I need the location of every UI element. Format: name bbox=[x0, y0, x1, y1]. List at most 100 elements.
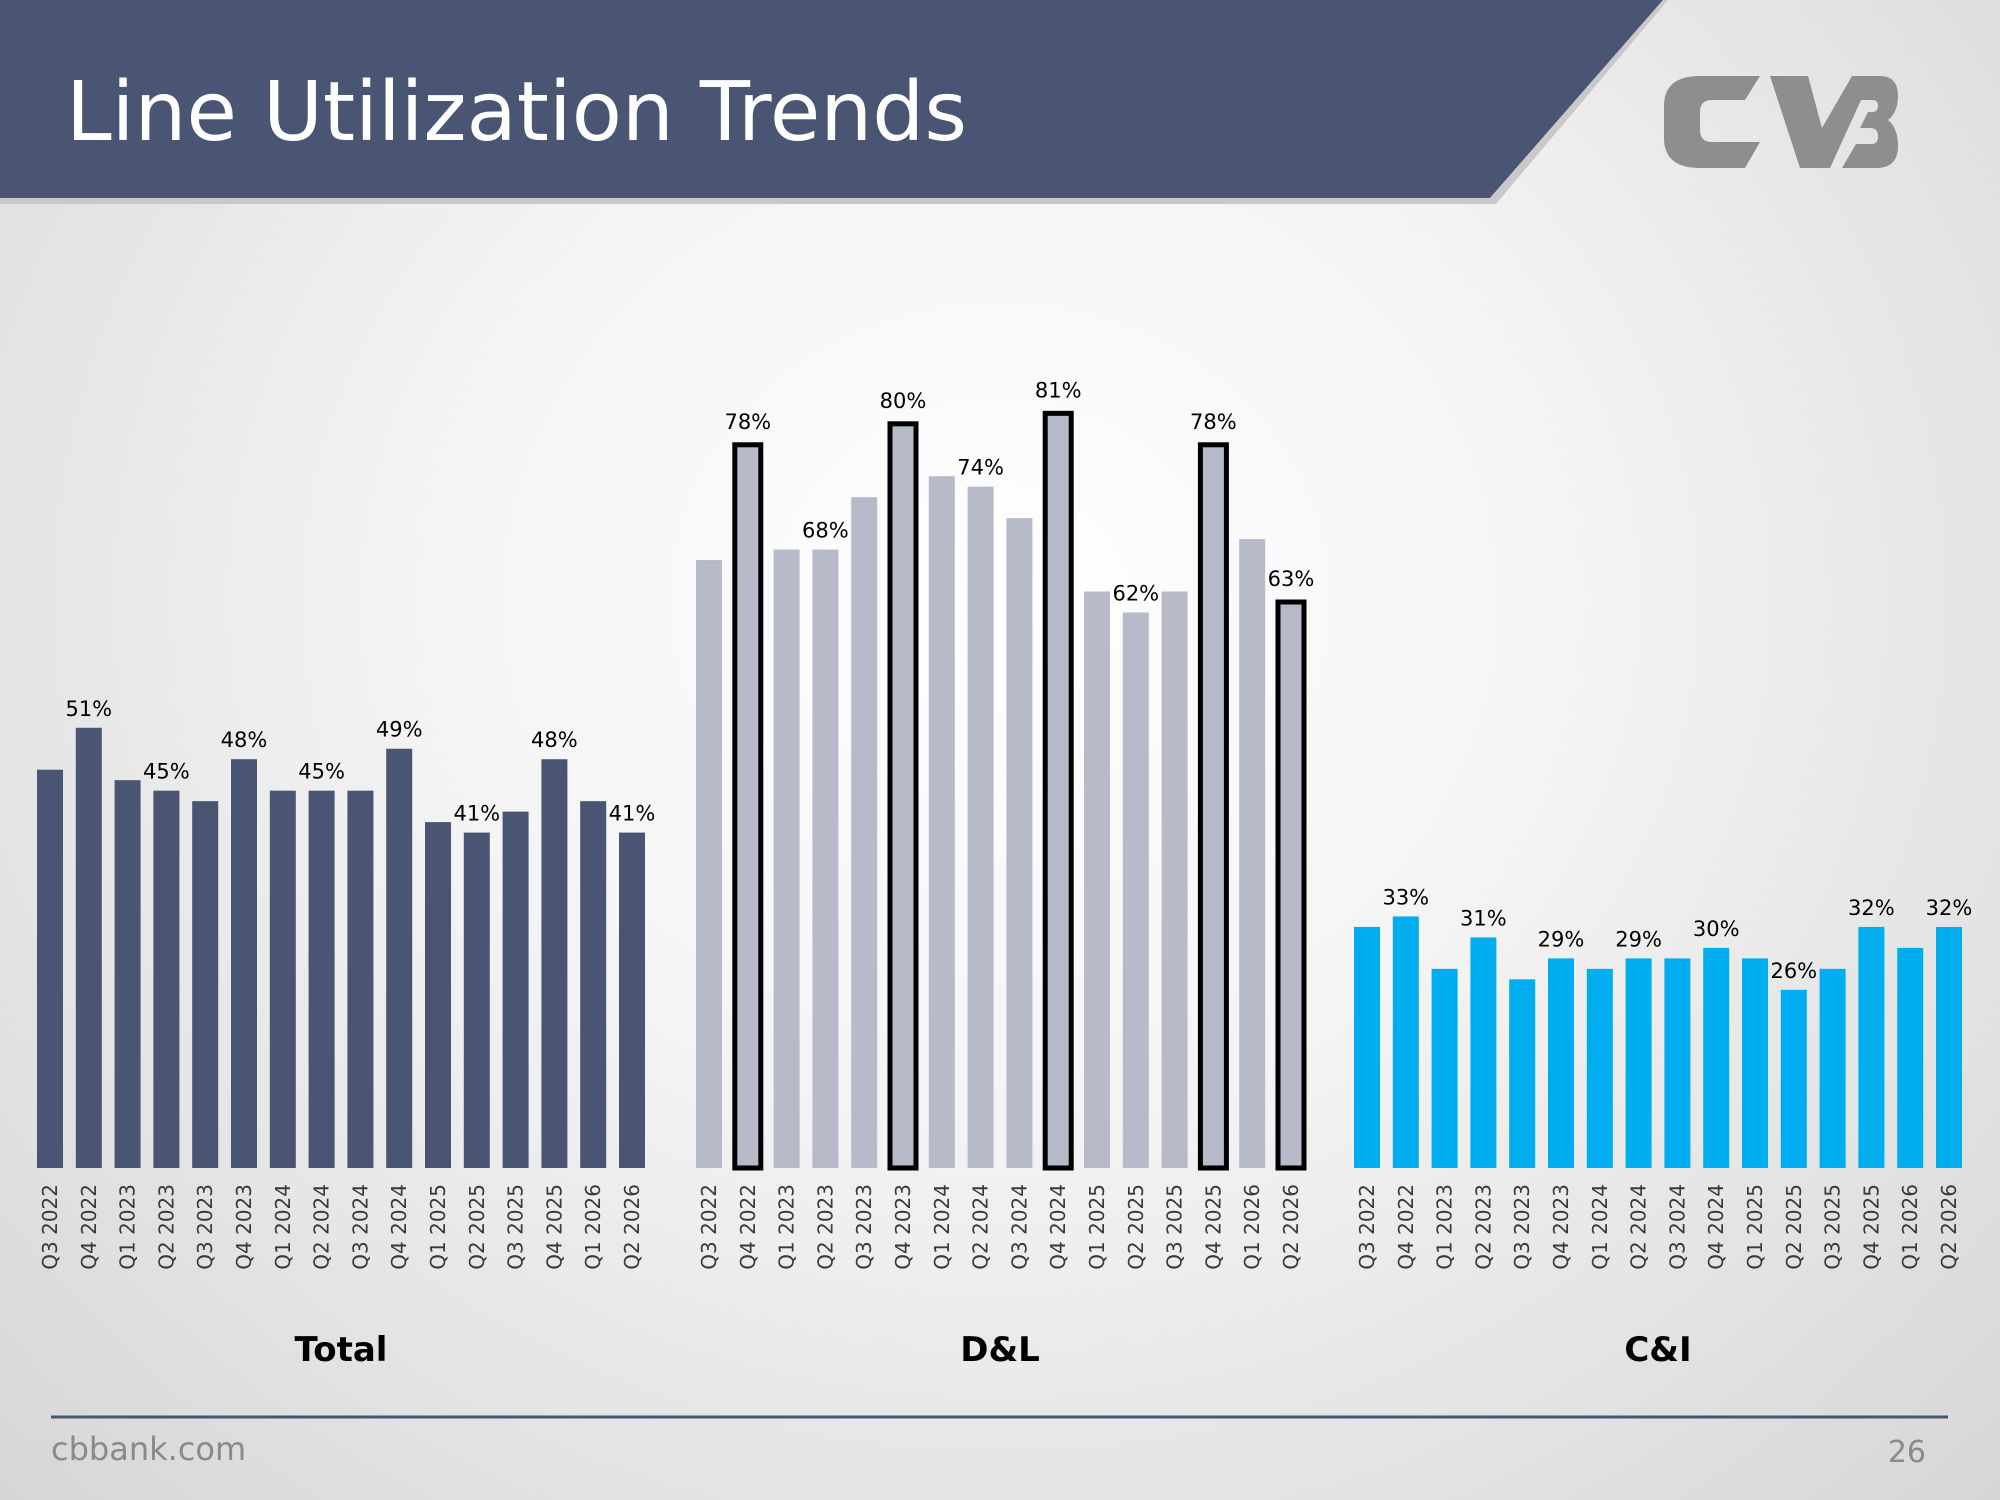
bar bbox=[1392, 916, 1419, 1168]
x-tick-label: Q2 2023 bbox=[154, 1184, 178, 1270]
x-tick-label: Q2 2025 bbox=[1782, 1184, 1806, 1270]
bar bbox=[386, 748, 413, 1168]
data-label: 48% bbox=[531, 728, 578, 752]
bar bbox=[619, 832, 645, 1168]
bar bbox=[851, 497, 878, 1168]
bar bbox=[153, 790, 180, 1168]
bar bbox=[1161, 591, 1188, 1168]
bar bbox=[1354, 926, 1380, 1168]
data-label: 41% bbox=[609, 802, 656, 826]
bar bbox=[732, 442, 764, 1171]
bar bbox=[1780, 989, 1807, 1168]
bar bbox=[812, 549, 839, 1168]
x-tick-label: Q4 2022 bbox=[736, 1184, 760, 1270]
bar bbox=[1122, 612, 1149, 1168]
data-label: 33% bbox=[1382, 885, 1429, 909]
x-tick-label: Q2 2026 bbox=[1279, 1184, 1303, 1270]
x-tick-label: Q4 2024 bbox=[1046, 1184, 1070, 1270]
x-tick-label: Q3 2022 bbox=[38, 1184, 62, 1270]
bar bbox=[928, 476, 955, 1168]
x-tick-label: Q3 2022 bbox=[1355, 1184, 1379, 1270]
bar bbox=[1239, 539, 1266, 1168]
bar bbox=[269, 790, 296, 1168]
bar bbox=[1897, 947, 1924, 1168]
x-tick-label: Q3 2023 bbox=[193, 1184, 217, 1270]
x-tick-label: Q3 2024 bbox=[1665, 1184, 1689, 1270]
bar bbox=[1742, 958, 1768, 1168]
bar bbox=[1197, 442, 1229, 1171]
x-tick-label: Q3 2024 bbox=[1007, 1184, 1031, 1270]
x-tick-label: Q4 2025 bbox=[542, 1184, 566, 1270]
data-label: 45% bbox=[298, 760, 345, 784]
x-tick-label: Q4 2022 bbox=[77, 1184, 101, 1270]
bar bbox=[1664, 958, 1691, 1168]
data-label: 78% bbox=[724, 410, 771, 434]
x-tick-label: Q4 2024 bbox=[1704, 1184, 1728, 1270]
bar bbox=[1703, 947, 1730, 1168]
x-tick-label: Q2 2023 bbox=[813, 1184, 837, 1270]
x-tick-label: Q1 2026 bbox=[1240, 1184, 1264, 1270]
bar bbox=[967, 486, 994, 1168]
x-tick-label: Q2 2024 bbox=[310, 1184, 334, 1270]
slide-title: Line Utilization Trends bbox=[66, 65, 967, 160]
x-tick-label: Q4 2023 bbox=[891, 1184, 915, 1270]
x-tick-label: Q2 2026 bbox=[620, 1184, 644, 1270]
footer-site: cbbank.com bbox=[51, 1430, 246, 1468]
x-tick-label: Q4 2024 bbox=[387, 1184, 411, 1270]
x-tick-label: Q1 2024 bbox=[1588, 1184, 1612, 1270]
x-tick-label: Q2 2023 bbox=[1471, 1184, 1495, 1270]
x-tick-label: Q4 2023 bbox=[1549, 1184, 1573, 1270]
bar bbox=[696, 560, 722, 1168]
bar bbox=[541, 759, 568, 1168]
x-tick-label: Q2 2024 bbox=[969, 1184, 993, 1270]
bar bbox=[37, 769, 63, 1168]
data-label: 80% bbox=[880, 389, 927, 413]
bar bbox=[887, 421, 919, 1171]
x-tick-label: Q2 2025 bbox=[1124, 1184, 1148, 1270]
x-tick-label: Q3 2025 bbox=[1821, 1184, 1845, 1270]
data-label: 26% bbox=[1770, 959, 1817, 983]
bar bbox=[1006, 518, 1033, 1168]
x-tick-label: Q4 2022 bbox=[1394, 1184, 1418, 1270]
x-tick-label: Q4 2025 bbox=[1201, 1184, 1225, 1270]
x-tick-label: Q3 2023 bbox=[852, 1184, 876, 1270]
bar bbox=[1275, 599, 1307, 1171]
data-label: 29% bbox=[1615, 927, 1662, 951]
bar bbox=[1431, 968, 1458, 1168]
bar bbox=[1470, 937, 1497, 1168]
bar bbox=[502, 811, 529, 1168]
data-label: 32% bbox=[1848, 896, 1895, 920]
bar bbox=[463, 832, 490, 1168]
bar bbox=[1936, 926, 1962, 1168]
x-tick-label: Q4 2025 bbox=[1859, 1184, 1883, 1270]
data-label: 31% bbox=[1460, 906, 1507, 930]
x-tick-label: Q1 2023 bbox=[1433, 1184, 1457, 1270]
bar bbox=[192, 801, 219, 1168]
page-number: 26 bbox=[1888, 1435, 1926, 1470]
bar bbox=[1586, 968, 1613, 1168]
data-label: 48% bbox=[221, 728, 268, 752]
data-label: 81% bbox=[1035, 378, 1082, 402]
data-label: 30% bbox=[1693, 917, 1740, 941]
data-label: 68% bbox=[802, 519, 849, 543]
logo bbox=[1664, 76, 1898, 168]
bar bbox=[1509, 979, 1536, 1168]
x-tick-label: Q1 2025 bbox=[1085, 1184, 1109, 1270]
x-tick-label: Q1 2025 bbox=[1743, 1184, 1767, 1270]
x-tick-label: Q3 2025 bbox=[504, 1184, 528, 1270]
chart-title: C&I bbox=[1624, 1330, 1691, 1370]
data-label: 32% bbox=[1926, 896, 1973, 920]
bar bbox=[308, 790, 335, 1168]
x-tick-label: Q3 2023 bbox=[1510, 1184, 1534, 1270]
x-tick-label: Q2 2025 bbox=[465, 1184, 489, 1270]
x-tick-label: Q3 2022 bbox=[697, 1184, 721, 1270]
bar bbox=[1548, 958, 1574, 1168]
data-label: 41% bbox=[453, 802, 500, 826]
bar bbox=[1042, 410, 1074, 1171]
data-label: 78% bbox=[1190, 410, 1237, 434]
data-label: 51% bbox=[65, 697, 112, 721]
x-tick-label: Q1 2024 bbox=[930, 1184, 954, 1270]
x-tick-label: Q1 2025 bbox=[426, 1184, 450, 1270]
title-banner bbox=[0, 0, 1663, 198]
